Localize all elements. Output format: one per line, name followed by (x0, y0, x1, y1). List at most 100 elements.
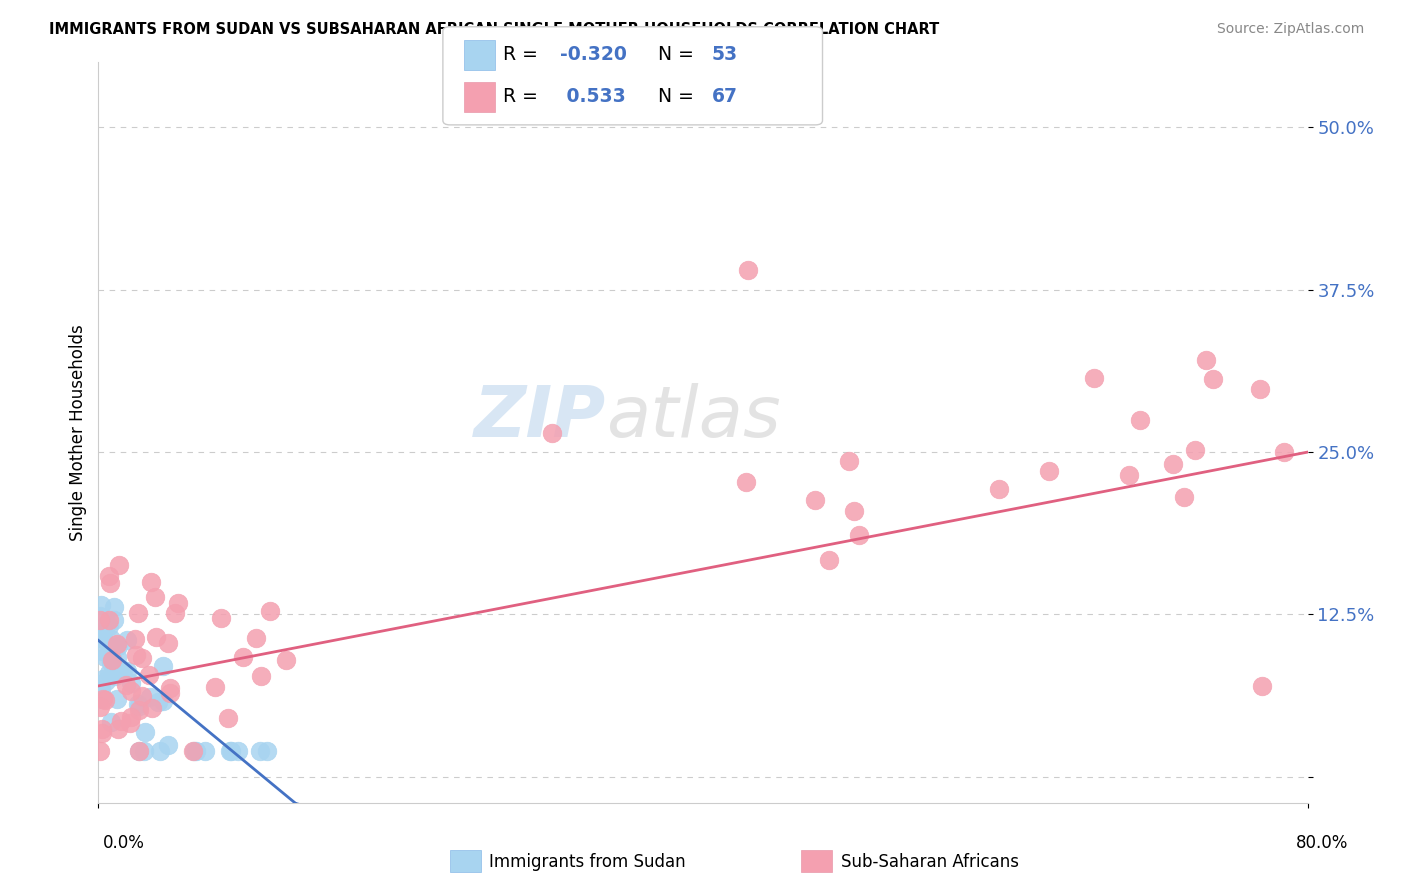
Point (540, 425, 562, 440)
Point (735, 475, 758, 489)
Point (100, 632, 122, 646)
Point (132, 744, 155, 758)
Point (226, 744, 249, 758)
Point (110, 714, 132, 728)
Text: IMMIGRANTS FROM SUDAN VS SUBSAHARAN AFRICAN SINGLE MOTHER HOUSEHOLDS CORRELATION: IMMIGRANTS FROM SUDAN VS SUBSAHARAN AFRI… (49, 22, 939, 37)
Point (1038, 464, 1060, 478)
Point (184, 744, 207, 758)
Point (89, 613, 111, 627)
Point (156, 738, 179, 752)
Text: 67: 67 (711, 87, 737, 106)
Point (138, 690, 160, 704)
Point (183, 744, 205, 758)
Point (94, 649, 117, 664)
Point (120, 710, 142, 724)
Text: 0.533: 0.533 (560, 87, 626, 106)
Point (163, 606, 186, 620)
Point (105, 650, 128, 665)
Point (107, 639, 129, 653)
Point (1251, 679, 1274, 693)
Point (156, 636, 179, 650)
Point (120, 675, 142, 690)
Point (125, 648, 148, 662)
Point (141, 701, 163, 715)
Point (98, 568, 121, 582)
Point (844, 503, 866, 517)
Text: ZIP: ZIP (474, 384, 606, 452)
Point (249, 668, 271, 682)
Point (1249, 382, 1271, 396)
Point (152, 694, 174, 708)
Point (93, 693, 115, 707)
Point (100, 655, 122, 669)
Point (89, 700, 111, 714)
Point (124, 632, 146, 647)
Point (103, 599, 125, 614)
Point (219, 744, 242, 758)
Point (274, 653, 297, 667)
Point (245, 631, 267, 645)
Point (89, 692, 111, 706)
Point (988, 482, 1011, 496)
Point (146, 695, 169, 709)
Point (166, 596, 188, 610)
Point (91, 722, 114, 736)
Point (108, 558, 131, 573)
Point (1129, 413, 1152, 427)
Point (94, 673, 117, 688)
Point (97, 619, 120, 633)
Point (1202, 372, 1225, 386)
Point (89, 622, 111, 636)
Point (115, 664, 138, 678)
Point (817, 553, 839, 567)
Point (139, 575, 162, 590)
Text: R =: R = (503, 87, 544, 106)
Point (103, 613, 125, 627)
Point (120, 684, 142, 698)
Text: Source: ZipAtlas.com: Source: ZipAtlas.com (1216, 22, 1364, 37)
Point (114, 678, 136, 692)
Point (848, 528, 870, 542)
Text: Immigrants from Sudan: Immigrants from Sudan (489, 853, 686, 871)
Point (90, 598, 112, 612)
Text: -0.320: -0.320 (560, 45, 627, 64)
Point (98, 576, 121, 591)
Point (209, 610, 232, 624)
Text: R =: R = (503, 45, 544, 64)
Text: 53: 53 (711, 45, 738, 64)
Point (98, 665, 121, 680)
Point (91, 672, 114, 686)
Point (145, 630, 167, 644)
Point (127, 607, 149, 621)
Point (115, 633, 138, 648)
Point (194, 744, 217, 758)
Point (120, 716, 142, 731)
Text: N =: N = (658, 87, 700, 106)
Point (131, 689, 153, 703)
Text: Sub-Saharan Africans: Sub-Saharan Africans (841, 853, 1019, 871)
Point (256, 744, 278, 758)
Text: N =: N = (658, 45, 700, 64)
Point (100, 655, 122, 669)
Point (259, 604, 281, 618)
Point (101, 650, 124, 665)
Point (91, 624, 114, 638)
Point (112, 663, 135, 677)
Point (1083, 371, 1105, 385)
Point (217, 711, 239, 725)
Point (134, 724, 156, 739)
Point (105, 691, 128, 706)
Text: 0.0%: 0.0% (103, 834, 145, 852)
Point (107, 722, 129, 736)
Point (737, 263, 759, 277)
Point (104, 669, 127, 683)
Point (108, 662, 131, 676)
Point (804, 492, 827, 507)
Point (100, 715, 122, 730)
Point (149, 744, 172, 758)
Point (204, 680, 226, 694)
Point (101, 653, 124, 667)
Point (159, 686, 181, 700)
Point (152, 659, 174, 673)
Y-axis label: Single Mother Households: Single Mother Households (69, 325, 87, 541)
